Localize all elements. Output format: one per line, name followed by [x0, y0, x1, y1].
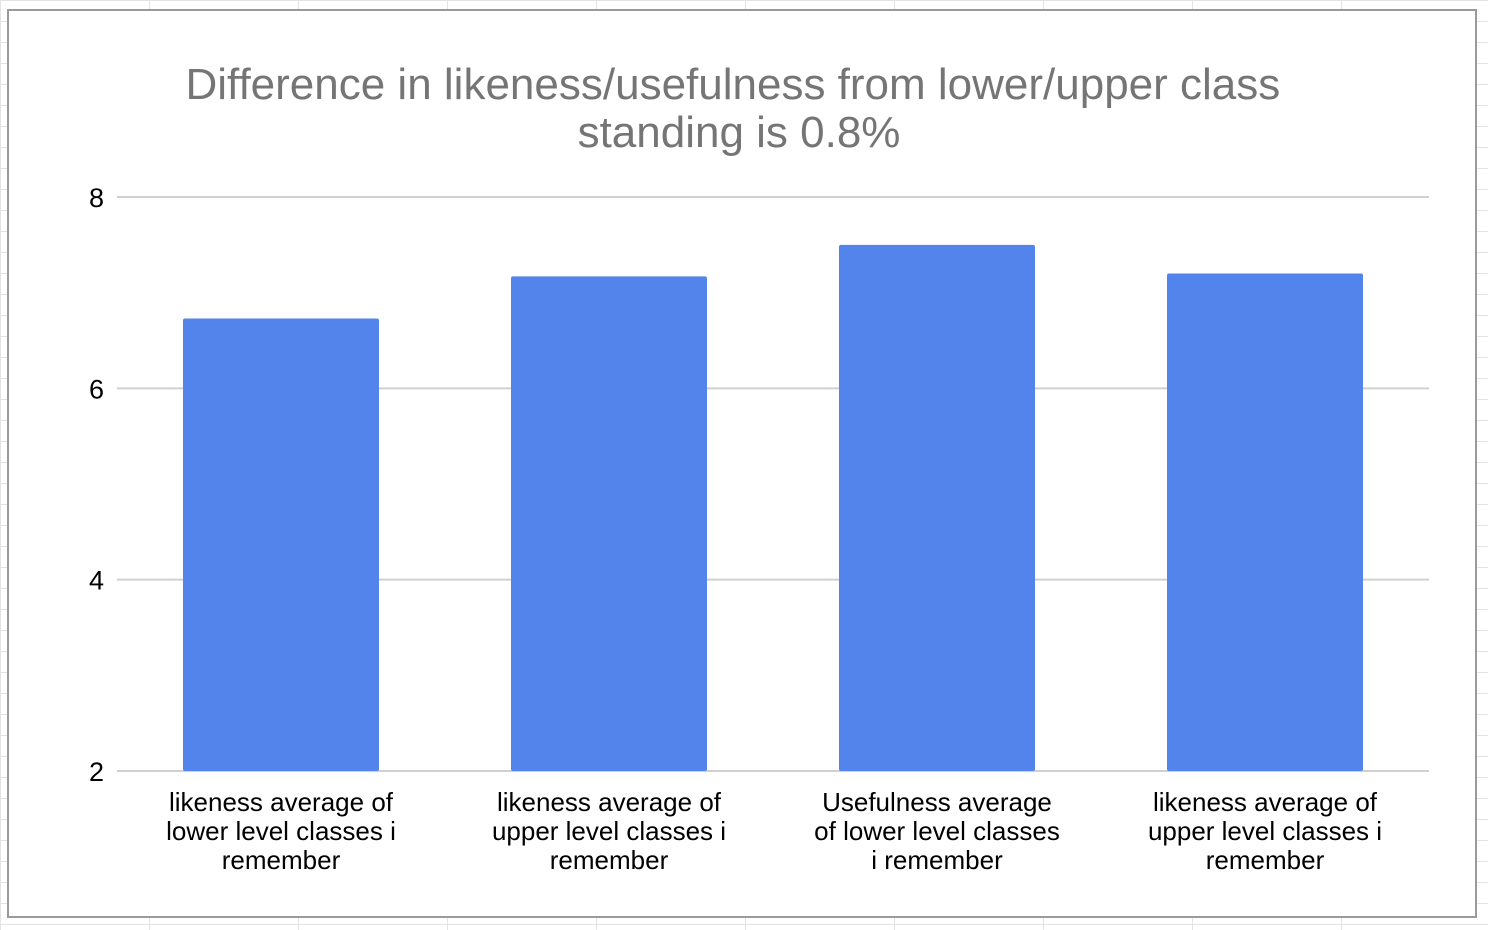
- y-tick-label: 6: [89, 374, 104, 404]
- x-category-label-line: upper level classes i: [492, 816, 726, 846]
- y-axis-ticks: 2 4 6 8: [89, 183, 104, 787]
- x-category-label-line: likeness average of: [497, 787, 722, 817]
- x-category-label-line: upper level classes i: [1148, 816, 1382, 846]
- x-axis-labels: likeness average of lower level classes i…: [166, 787, 1382, 875]
- x-category-label-line: of lower level classes: [814, 816, 1060, 846]
- x-category-label-line: lower level classes i: [166, 816, 396, 846]
- chart-container: Difference in likeness/usefulness from l…: [7, 9, 1477, 918]
- bar-2: [511, 276, 707, 771]
- chart-title-line-1: Difference in likeness/usefulness from l…: [185, 60, 1280, 109]
- bars: [183, 244, 1363, 772]
- chart-title: Difference in likeness/usefulness from l…: [185, 60, 1292, 157]
- x-category-label-line: remember: [550, 845, 669, 875]
- y-tick-label: 8: [89, 183, 104, 213]
- x-category-label-line: Usefulness average: [822, 787, 1052, 817]
- bar-4: [1167, 273, 1363, 771]
- x-category-label-line: likeness average of: [1153, 787, 1378, 817]
- x-category-label: likeness average of upper level classes i…: [1148, 787, 1382, 875]
- x-category-label-line: i remember: [871, 845, 1003, 875]
- bar-1: [183, 318, 379, 771]
- x-category-label: likeness average of lower level classes i…: [166, 787, 396, 875]
- x-category-label: Usefulness average of lower level classes…: [814, 787, 1060, 875]
- x-category-label-line: remember: [222, 845, 341, 875]
- y-tick-label: 4: [89, 566, 104, 596]
- bar-chart: Difference in likeness/usefulness from l…: [89, 60, 1429, 875]
- bar-3: [839, 244, 1035, 772]
- x-category-label-line: likeness average of: [169, 787, 394, 817]
- x-category-label: likeness average of upper level classes i…: [492, 787, 726, 875]
- x-category-label-line: remember: [1206, 845, 1325, 875]
- chart-title-line-2: standing is 0.8%: [578, 108, 901, 157]
- y-tick-label: 2: [89, 757, 104, 787]
